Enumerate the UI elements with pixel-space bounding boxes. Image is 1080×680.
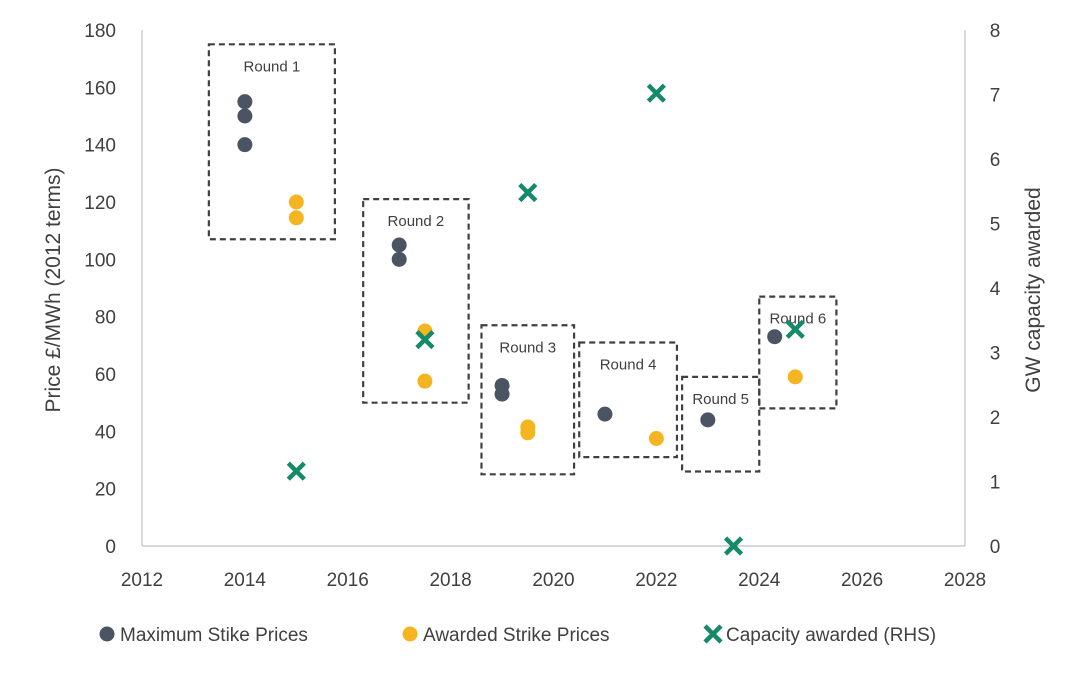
left-y-tick-label: 180 <box>84 21 116 42</box>
max-strike-price-point <box>237 94 253 110</box>
x-tick-label: 2012 <box>121 570 163 591</box>
right-y-tick-label: 1 <box>990 473 1001 494</box>
max-strike-price-point <box>391 237 407 253</box>
capacity-point <box>518 182 538 203</box>
right-y-tick-label: 0 <box>990 537 1001 558</box>
awarded-strike-price-point <box>787 369 803 385</box>
round-box <box>207 43 336 241</box>
round-annotations: Round 1 Round 2 Round 3 Round 4 Round 5 Round… <box>207 43 838 476</box>
max-strike-price-point <box>494 386 510 402</box>
awarded-strike-price-point <box>288 194 304 210</box>
awarded-strike-price-point <box>520 425 536 441</box>
x-axis-ticks: 2012 2014 2016 2018 2020 2022 2024 2026 2028 <box>121 570 986 591</box>
max-strike-price-point <box>391 251 407 267</box>
round-label: Round 6 <box>769 311 826 328</box>
round-label: Round 4 <box>600 356 657 373</box>
data-points <box>237 83 805 556</box>
awarded-strike-price-point <box>288 210 304 226</box>
legend-circle-marker <box>99 626 115 642</box>
legend-label: Awarded Strike Prices <box>423 625 610 646</box>
left-y-tick-label: 20 <box>95 480 116 501</box>
left-y-tick-label: 120 <box>84 193 116 214</box>
left-y-tick-label: 140 <box>84 136 116 157</box>
legend-item: Awarded Strike Prices <box>402 625 610 646</box>
x-tick-label: 2028 <box>944 570 986 591</box>
capacity-point <box>723 536 744 556</box>
legend-label: Maximum Stike Prices <box>120 625 308 646</box>
capacity-point <box>415 330 435 350</box>
legend-label: Capacity awarded (RHS) <box>726 625 936 646</box>
legend-x-marker <box>703 624 723 644</box>
series-1 <box>288 194 803 446</box>
right-y-tick-label: 6 <box>990 150 1001 171</box>
capacity-point <box>646 83 666 103</box>
x-tick-label: 2022 <box>635 570 677 591</box>
left-y-axis-title: Price £/MWh (2012 terms) <box>42 167 65 412</box>
left-y-tick-label: 80 <box>95 308 116 329</box>
max-strike-price-point <box>237 137 253 153</box>
x-tick-label: 2016 <box>327 570 369 591</box>
right-y-axis-ticks: 0 1 2 3 4 5 6 7 8 <box>990 21 1001 558</box>
awarded-strike-price-point <box>648 431 664 446</box>
legend-item: Maximum Stike Prices <box>99 625 308 646</box>
right-y-axis-title: GW capacity awarded <box>1022 187 1045 392</box>
left-y-tick-label: 0 <box>105 537 116 558</box>
max-strike-price-point <box>597 406 613 422</box>
capacity-point <box>785 319 805 339</box>
x-tick-label: 2018 <box>429 570 471 591</box>
legend: Maximum Stike Prices Awarded Strike Price… <box>99 624 936 646</box>
round-box <box>758 295 838 410</box>
right-y-tick-label: 5 <box>990 215 1001 236</box>
left-y-tick-label: 160 <box>84 78 116 99</box>
x-tick-label: 2014 <box>224 570 267 591</box>
left-y-tick-label: 60 <box>95 365 116 386</box>
right-y-tick-label: 8 <box>990 21 1001 42</box>
left-y-axis-ticks: 0 20 40 60 80 100 120 140 160 180 <box>84 21 116 558</box>
round-box <box>578 341 679 459</box>
capacity-point <box>286 461 306 481</box>
round-label: Round 3 <box>499 339 556 356</box>
series-2 <box>286 83 805 556</box>
right-y-tick-label: 7 <box>990 86 1001 107</box>
left-y-tick-label: 100 <box>84 250 116 271</box>
round-label: Round 1 <box>244 58 301 75</box>
x-tick-label: 2026 <box>841 570 883 591</box>
legend-item: Capacity awarded (RHS) <box>703 624 936 646</box>
max-strike-price-point <box>700 412 716 428</box>
axes: 2012 2014 2016 2018 2020 2022 2024 2026 2028 020… <box>42 21 1045 591</box>
round-box <box>362 198 470 404</box>
right-y-tick-label: 2 <box>990 408 1001 429</box>
left-y-tick-label: 40 <box>95 422 116 443</box>
round-label: Round 2 <box>388 213 445 230</box>
x-tick-label: 2024 <box>738 570 781 591</box>
legend-circle-marker <box>402 626 418 642</box>
right-y-tick-label: 4 <box>990 279 1001 300</box>
round-label: Round 5 <box>692 391 749 408</box>
max-strike-price-point <box>237 108 253 124</box>
x-tick-label: 2020 <box>532 570 574 591</box>
round-box <box>680 375 761 473</box>
right-y-tick-label: 3 <box>990 344 1001 365</box>
max-strike-price-point <box>767 329 783 345</box>
awarded-strike-price-point <box>417 373 433 389</box>
series-0 <box>237 94 783 428</box>
